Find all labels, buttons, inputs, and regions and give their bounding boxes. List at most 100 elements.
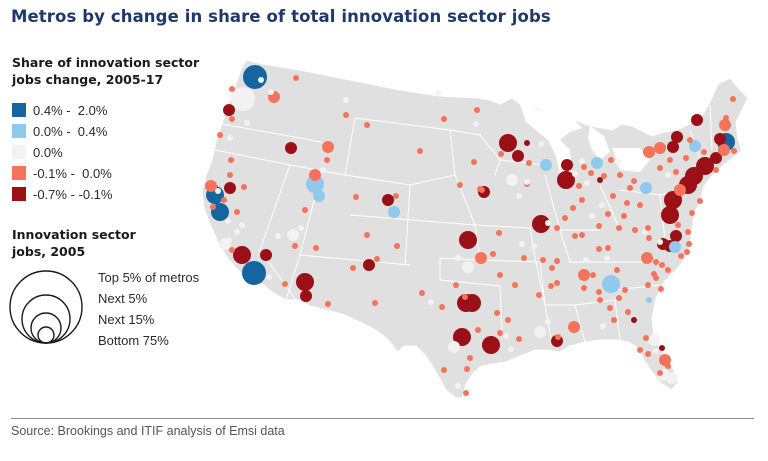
size-legend-heading-line2: jobs, 2005 — [12, 244, 86, 259]
metro-circle — [455, 255, 461, 261]
metro-circle — [441, 116, 447, 122]
metro-circle — [519, 241, 525, 247]
size-legend-circle-top5 — [9, 270, 83, 344]
metro-circle — [608, 157, 614, 163]
metro-circle — [554, 225, 560, 231]
metro-circle — [657, 239, 663, 245]
metro-circle — [285, 142, 297, 154]
metro-circle — [671, 131, 683, 143]
metro-circle — [524, 179, 530, 185]
metro-circle — [292, 243, 298, 249]
metro-circle — [382, 194, 394, 206]
metro-circle — [516, 336, 522, 342]
metro-circle — [473, 121, 479, 127]
metro-circle — [320, 167, 326, 173]
source-note: Source: Brookings and ITIF analysis of E… — [11, 424, 285, 438]
metro-circle — [581, 285, 587, 291]
metro-circle — [597, 297, 603, 303]
size-legend-circle-next15 — [30, 312, 62, 344]
metro-circle — [570, 205, 576, 211]
size-legend-label: Next 15% — [98, 312, 155, 327]
metro-circle — [666, 372, 678, 384]
metro-circle — [617, 172, 623, 178]
metro-circle — [534, 326, 546, 338]
color-legend-item: 0.4% - 2.0% — [12, 102, 107, 118]
metro-circle — [665, 267, 671, 273]
metro-circle — [576, 183, 582, 189]
color-legend-label: 0.0% - 0.4% — [33, 123, 108, 139]
metro-circle — [641, 252, 653, 264]
metro-circle — [471, 159, 477, 165]
metro-circle — [602, 275, 620, 293]
metro-circle — [659, 345, 665, 351]
metro-circle — [417, 148, 423, 154]
metro-circle — [667, 141, 679, 153]
metro-circle — [651, 271, 657, 277]
metro-circle — [325, 301, 331, 307]
metro-circle — [596, 246, 602, 252]
metro-circle — [670, 230, 682, 242]
metro-circle — [554, 280, 560, 286]
metro-circle — [599, 202, 605, 208]
metro-circle — [229, 86, 235, 92]
metro-circle — [637, 202, 643, 208]
metro-circle — [581, 164, 587, 170]
metro-circle — [536, 292, 542, 298]
metro-circle — [545, 220, 551, 226]
metro-circle — [494, 310, 500, 316]
metro-circle — [664, 191, 682, 209]
metro-circle — [648, 334, 660, 346]
size-legend-heading-line1: Innovation sector — [12, 227, 136, 242]
metro-circle — [497, 330, 503, 336]
metro-circle — [685, 229, 691, 235]
size-legend-label: Top 5% of metros — [98, 270, 200, 285]
color-legend-item: -0.1% - 0.0% — [12, 165, 112, 181]
metro-circle — [545, 319, 551, 325]
metro-circle — [302, 207, 308, 213]
metro-circle — [324, 157, 330, 163]
metro-circle — [372, 300, 378, 306]
metro-circle — [645, 351, 651, 357]
size-legend-label: Next 5% — [98, 291, 148, 306]
size-legend-label: Bottom 75% — [98, 333, 169, 348]
metro-circle — [503, 333, 509, 339]
color-legend-label: 0.0% — [33, 144, 63, 160]
metro-circle — [554, 258, 560, 264]
metro-circle — [572, 171, 578, 177]
metro-circle — [217, 132, 223, 138]
metro-circle — [579, 197, 585, 203]
metro-circle — [665, 172, 671, 178]
metro-circle — [287, 229, 299, 241]
metro-circle — [538, 141, 544, 147]
metro-circle — [548, 283, 554, 289]
metros-layer — [205, 65, 737, 396]
metro-circle — [557, 171, 575, 189]
metro-circle — [531, 243, 537, 249]
metro-circle — [540, 159, 552, 171]
metro-circle — [731, 148, 737, 154]
metro-circle — [394, 243, 400, 249]
metro-circle — [428, 299, 434, 305]
metro-circle — [441, 367, 447, 373]
color-legend-label: -0.7% - -0.1% — [33, 186, 113, 202]
metro-circle — [710, 152, 722, 164]
metro-circle — [658, 286, 664, 292]
metro-circle — [309, 169, 321, 181]
color-legend-label: 0.4% - 2.0% — [33, 102, 108, 118]
metro-circle — [637, 347, 643, 353]
metro-circle — [300, 290, 312, 302]
metro-circle — [659, 262, 665, 268]
color-swatch — [12, 166, 26, 180]
metro-circle — [439, 304, 445, 310]
color-legend-heading: Share of innovation sector jobs change, … — [12, 54, 199, 88]
metro-circle — [505, 317, 511, 323]
metro-circle — [645, 282, 651, 288]
size-legend-circle-bottom75 — [37, 326, 55, 344]
metro-circle — [448, 341, 460, 353]
metro-circle — [475, 252, 487, 264]
metro-circle — [225, 218, 231, 224]
color-swatch — [12, 145, 26, 159]
metro-circle — [657, 370, 663, 376]
metro-circle — [228, 157, 234, 163]
metro-circle — [227, 135, 233, 141]
